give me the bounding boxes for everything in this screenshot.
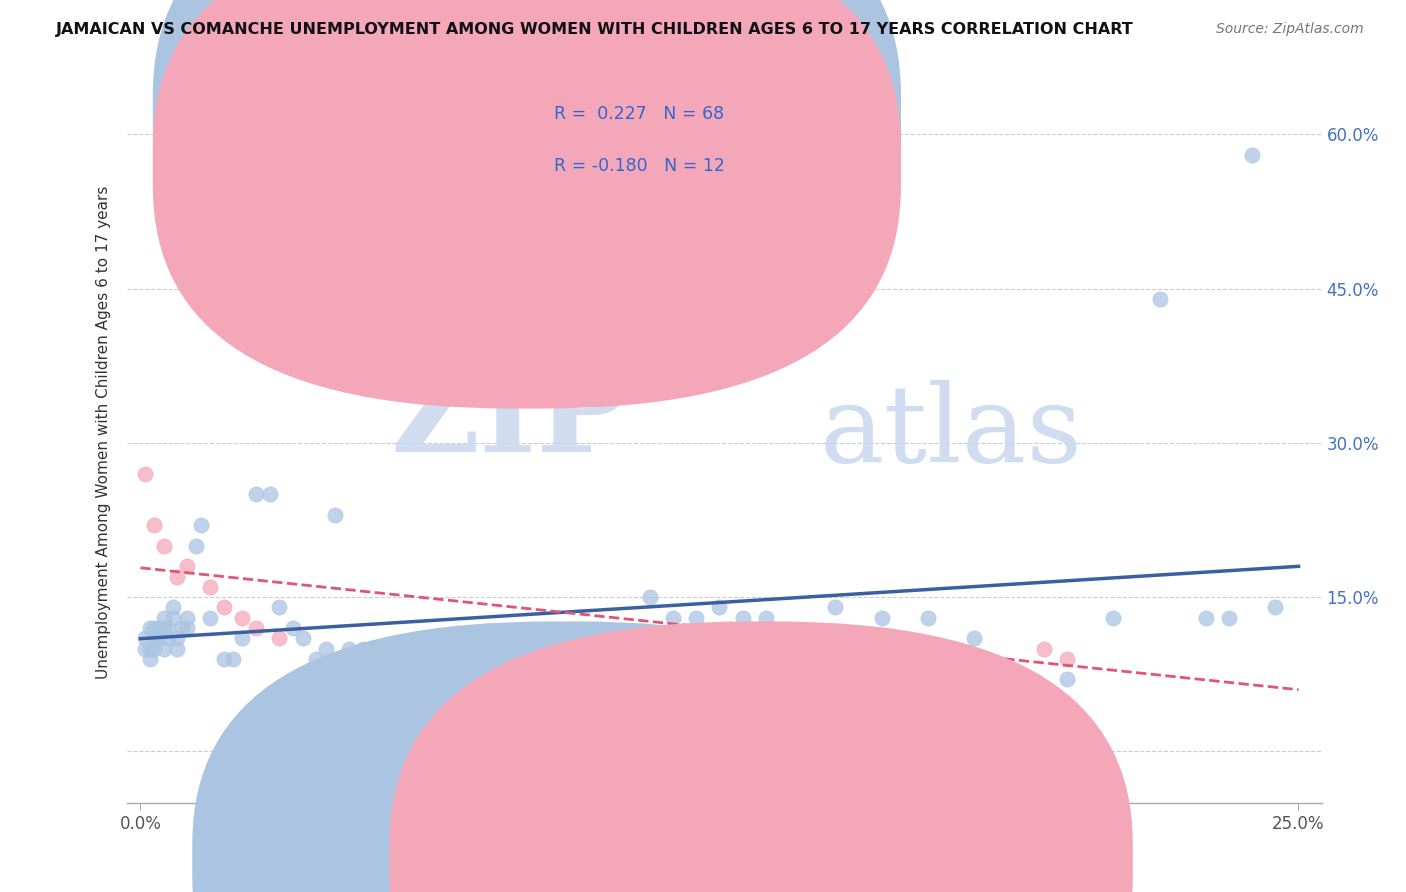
Point xyxy=(801,662,824,676)
Point xyxy=(1010,673,1032,687)
Point xyxy=(157,632,180,646)
Point xyxy=(477,641,499,656)
Point xyxy=(198,580,221,594)
FancyBboxPatch shape xyxy=(193,622,935,892)
Point xyxy=(176,559,198,574)
Point xyxy=(143,621,166,635)
Point xyxy=(176,611,198,625)
Point xyxy=(162,611,184,625)
Point xyxy=(152,611,174,625)
Point xyxy=(143,518,166,533)
Point xyxy=(352,641,374,656)
Point xyxy=(212,600,235,615)
Point xyxy=(152,539,174,553)
Point xyxy=(1149,292,1171,306)
Point xyxy=(283,621,305,635)
Point xyxy=(709,600,731,615)
Point xyxy=(148,632,170,646)
Point xyxy=(870,611,893,625)
Point xyxy=(824,600,846,615)
Point xyxy=(198,611,221,625)
Point xyxy=(755,611,778,625)
Point xyxy=(323,508,346,522)
Point xyxy=(1032,641,1054,656)
Point xyxy=(138,652,160,666)
Point xyxy=(148,621,170,635)
Point xyxy=(454,641,477,656)
Point xyxy=(162,600,184,615)
Point xyxy=(546,652,568,666)
Point xyxy=(259,487,281,501)
Point xyxy=(176,621,198,635)
Text: JAMAICAN VS COMANCHE UNEMPLOYMENT AMONG WOMEN WITH CHILDREN AGES 6 TO 17 YEARS C: JAMAICAN VS COMANCHE UNEMPLOYMENT AMONG … xyxy=(56,22,1135,37)
Point xyxy=(152,641,174,656)
Text: R =  0.227   N = 68: R = 0.227 N = 68 xyxy=(554,105,724,123)
Point xyxy=(569,682,592,697)
Point xyxy=(384,652,406,666)
Text: atlas: atlas xyxy=(820,380,1083,485)
Point xyxy=(917,611,939,625)
Point xyxy=(731,611,754,625)
FancyBboxPatch shape xyxy=(153,0,901,357)
Point xyxy=(592,682,614,697)
Point xyxy=(499,641,522,656)
Point xyxy=(231,611,253,625)
Point xyxy=(638,590,661,604)
FancyBboxPatch shape xyxy=(389,622,1133,892)
Point xyxy=(138,641,160,656)
Point xyxy=(1264,600,1286,615)
Text: Source: ZipAtlas.com: Source: ZipAtlas.com xyxy=(1216,22,1364,37)
Point xyxy=(1056,652,1078,666)
Point xyxy=(1241,148,1264,162)
Text: ZIP: ZIP xyxy=(391,359,628,477)
Point xyxy=(1056,673,1078,687)
Point xyxy=(138,621,160,635)
Point xyxy=(134,641,156,656)
Point xyxy=(269,600,291,615)
Point xyxy=(166,569,188,583)
Point xyxy=(245,487,267,501)
Point xyxy=(222,652,245,666)
Point xyxy=(172,621,194,635)
Point xyxy=(685,611,707,625)
Point xyxy=(1218,611,1240,625)
Text: R = -0.180   N = 12: R = -0.180 N = 12 xyxy=(554,157,725,175)
Point xyxy=(152,621,174,635)
Point xyxy=(166,641,188,656)
Point xyxy=(134,467,156,481)
Point xyxy=(963,632,986,646)
Point xyxy=(231,632,253,646)
Point xyxy=(143,632,166,646)
Point xyxy=(778,673,800,687)
Text: Comanche: Comanche xyxy=(782,849,870,867)
Point xyxy=(315,641,337,656)
Point xyxy=(430,662,453,676)
Point xyxy=(184,539,207,553)
Point xyxy=(408,673,430,687)
Point xyxy=(305,652,328,666)
Point xyxy=(291,632,314,646)
Point xyxy=(1195,611,1218,625)
Point xyxy=(157,621,180,635)
Point xyxy=(166,632,188,646)
Point xyxy=(190,518,212,533)
Point xyxy=(269,632,291,646)
FancyBboxPatch shape xyxy=(491,62,838,195)
Point xyxy=(1102,611,1125,625)
Point xyxy=(134,632,156,646)
Point xyxy=(245,621,267,635)
Y-axis label: Unemployment Among Women with Children Ages 6 to 17 years: Unemployment Among Women with Children A… xyxy=(96,186,111,680)
Point xyxy=(616,682,638,697)
FancyBboxPatch shape xyxy=(153,0,901,409)
Text: Jamaicans: Jamaicans xyxy=(585,849,669,867)
Point xyxy=(337,641,360,656)
Point xyxy=(212,652,235,666)
Point xyxy=(143,641,166,656)
Point xyxy=(662,611,685,625)
